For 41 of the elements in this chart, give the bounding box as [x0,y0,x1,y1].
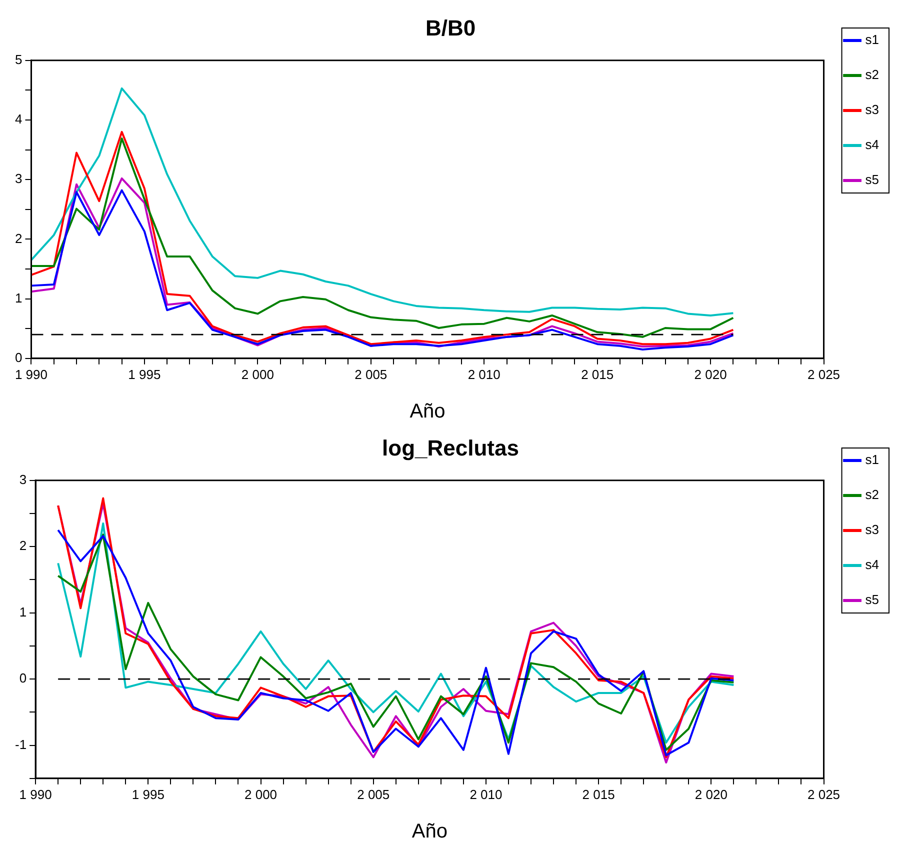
x-tick-label: 2 000 [241,366,274,382]
x-tick-label: 2 015 [582,786,615,802]
legend-label: s1 [865,452,880,468]
x-tick-label: 2 025 [807,786,840,802]
legend-label: s1 [865,32,880,48]
legend-label: s5 [865,592,880,608]
y-tick-label: 2 [14,230,22,246]
legend-label: s4 [865,137,880,152]
y-tick-label: 2 [19,538,27,554]
legend-label: s5 [865,172,880,188]
x-axis-title: Año [412,820,448,843]
y-tick-label: 1 [14,290,22,306]
y-tick-label: 0 [19,670,27,686]
x-tick-label: 2 005 [357,786,390,802]
legend-label: s2 [865,487,880,502]
x-tick-label: 2 020 [694,366,727,382]
chart-title: B/B0 [425,15,476,40]
x-tick-label: 2 010 [468,366,500,382]
y-tick-label: 5 [14,52,22,67]
y-tick-label: -1 [14,736,27,752]
legend-label: s3 [865,522,880,538]
legend-label: s2 [865,67,880,82]
x-tick-label: 1 990 [19,786,52,802]
legend-label: s4 [865,557,880,572]
x-tick-label: 2 020 [694,786,728,802]
x-tick-label: 2 010 [470,786,502,802]
x-tick-label: 2 015 [581,366,614,382]
legend-label: s3 [865,102,880,118]
x-tick-label: 2 025 [807,366,840,382]
chart-title: log_Reclutas [382,435,519,460]
y-tick-label: 1 [19,604,27,620]
x-tick-label: 1 990 [14,366,48,382]
x-tick-label: 2 005 [354,366,388,382]
y-tick-label: 3 [19,472,27,487]
x-tick-label: 1 995 [132,786,164,802]
y-tick-label: 0 [14,350,22,365]
x-axis-title: Año [410,400,446,423]
y-tick-label: 3 [14,171,22,186]
y-tick-label: 4 [14,112,22,127]
x-tick-label: 1 995 [128,366,161,382]
x-tick-label: 2 000 [244,786,278,802]
